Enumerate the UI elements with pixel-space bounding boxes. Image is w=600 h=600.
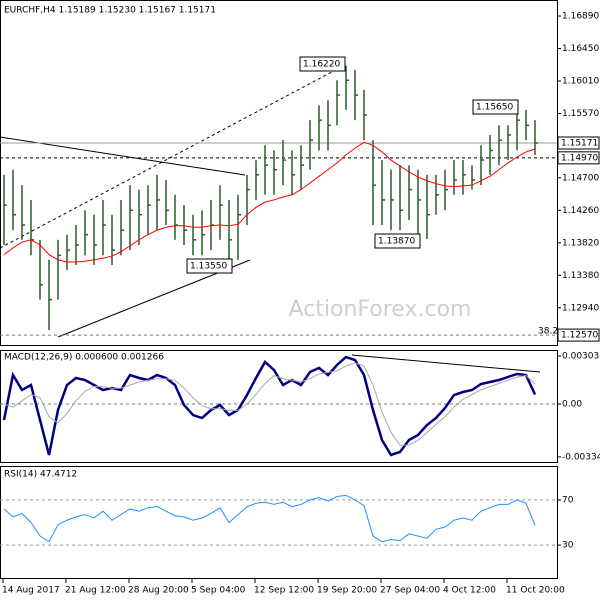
fib-label: 38.2 (538, 327, 558, 337)
watermark: ActionForex.com (289, 297, 472, 322)
y-tick-label: 1.14260 (562, 206, 599, 216)
rsi-panel (0, 466, 558, 579)
annotation-box (472, 99, 519, 115)
moving-average (3, 141, 536, 263)
y-tick-label: 1.16010 (562, 77, 599, 87)
y-tick-label: 0.00 (562, 400, 582, 410)
x-tick-label: 21 Aug 12:00 (65, 586, 126, 596)
channel-line (0, 64, 346, 249)
annotation-box (299, 56, 346, 72)
price-label-box (557, 136, 600, 150)
x-tick-label: 28 Aug 20:00 (128, 586, 189, 596)
x-tick-label: 27 Sep 04:00 (380, 586, 440, 596)
y-tick-label: 1.14700 (562, 173, 599, 183)
indicator-line (3, 494, 536, 543)
y-tick-label: 30 (562, 541, 574, 551)
price-label-box (557, 151, 600, 165)
macd-title: MACD(12,26,9) 0.000600 0.001266 (4, 353, 164, 363)
y-tick-label: 1.13380 (562, 271, 599, 281)
x-tick-label: 11 Oct 20:00 (506, 586, 565, 596)
annotation: 1.13550 (190, 262, 227, 272)
x-tick-label: 12 Sep 12:00 (254, 586, 314, 596)
y-tick-label: 1.12940 (562, 303, 599, 313)
x-tick-label: 14 Aug 2017 (2, 586, 60, 596)
price-label: 1.14970 (561, 153, 598, 163)
x-tick-label: 19 Sep 20:00 (317, 586, 377, 596)
x-tick-label: 5 Sep 04:00 (191, 586, 246, 596)
annotation: 1.13870 (378, 237, 415, 247)
price-panel (0, 0, 558, 346)
annotation-box (186, 258, 233, 274)
y-tick-label: 0.003036 (562, 352, 600, 362)
rsi-title: RSI(14) 47.4712 (4, 470, 77, 480)
annotation: 1.16220 (303, 60, 340, 70)
x-tick-label: 4 Oct 12:00 (443, 586, 496, 596)
y-tick-label: 1.16890 (562, 12, 599, 22)
y-tick-label: 1.13820 (562, 238, 599, 248)
annotation: 1.15650 (476, 103, 513, 113)
y-tick-label: 1.15570 (562, 109, 599, 119)
indicator-line (2, 355, 537, 457)
y-tick-label: 1.16450 (562, 44, 599, 54)
price-label-box (557, 328, 600, 342)
indicator-line (3, 362, 536, 446)
macd-panel (0, 350, 558, 463)
annotation-box (374, 233, 421, 249)
macd-trend-line (351, 354, 541, 373)
y-tick-label: 70 (562, 495, 574, 505)
chart-title: EURCHF,H4 1.15189 1.15230 1.15167 1.1517… (4, 6, 216, 16)
price-label: 1.15171 (561, 138, 598, 148)
price-label: 1.12570 (561, 331, 598, 341)
